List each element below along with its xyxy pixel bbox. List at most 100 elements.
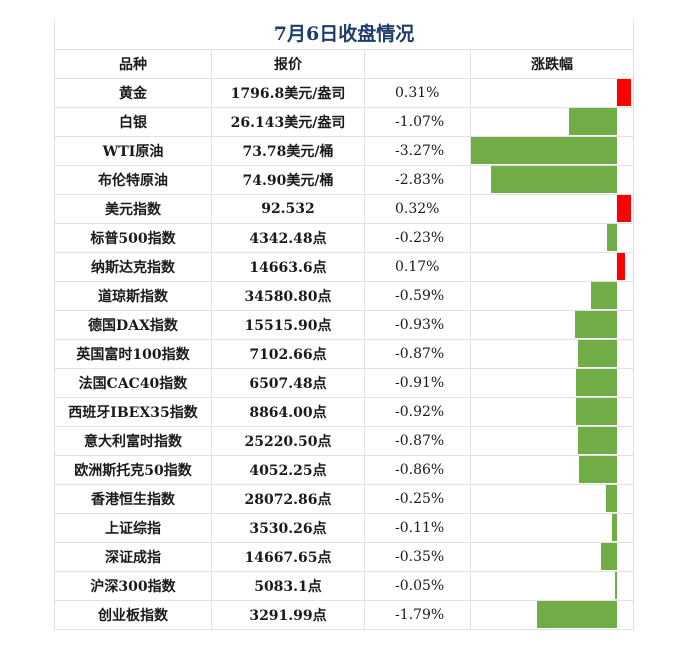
change-bar — [578, 456, 617, 483]
table-row: 沪深300指数 5083.1点 -0.05% — [55, 571, 633, 601]
change-bar — [617, 195, 632, 222]
change-bar-cell — [471, 310, 633, 339]
table-row: 深证成指 14667.65点 -0.35% — [55, 542, 633, 572]
change-label: -0.93% — [365, 310, 471, 339]
change-bar-cell — [471, 78, 633, 107]
table-row: 欧洲斯托克50指数 4052.25点 -0.86% — [55, 455, 633, 485]
instrument-price: 14667.65点 — [212, 542, 365, 571]
change-bar-cell — [471, 513, 633, 542]
change-label: 0.17% — [365, 252, 471, 281]
table-row: 香港恒生指数 28072.86点 -0.25% — [55, 484, 633, 514]
change-bar-cell — [471, 339, 633, 368]
change-bar — [601, 543, 617, 570]
change-label: -0.59% — [365, 281, 471, 310]
instrument-name: 创业板指数 — [55, 600, 212, 629]
change-bar-cell — [471, 455, 633, 484]
change-label: -3.27% — [365, 136, 471, 165]
header-price: 报价 — [212, 49, 365, 78]
table-row: 美元指数 92.532 0.32% — [55, 194, 633, 224]
table-row: 布伦特原油 74.90美元/桶 -2.83% — [55, 165, 633, 195]
change-bar — [614, 572, 617, 599]
change-bar — [537, 601, 617, 628]
table-row: 法国CAC40指数 6507.48点 -0.91% — [55, 368, 633, 398]
instrument-price: 15515.90点 — [212, 310, 365, 339]
instrument-name: WTI原油 — [55, 136, 212, 165]
instrument-price: 4342.48点 — [212, 223, 365, 252]
table-row: 西班牙IBEX35指数 8864.00点 -0.92% — [55, 397, 633, 427]
change-bar-cell — [471, 600, 633, 629]
change-bar — [590, 282, 617, 309]
instrument-name: 布伦特原油 — [55, 165, 212, 194]
table-row: 白银 26.143美元/盎司 -1.07% — [55, 107, 633, 137]
change-bar-cell — [471, 397, 633, 426]
change-bar-cell — [471, 252, 633, 281]
header-name: 品种 — [55, 49, 212, 78]
instrument-name: 纳斯达克指数 — [55, 252, 212, 281]
table-row: 道琼斯指数 34580.80点 -0.59% — [55, 281, 633, 311]
change-label: 0.32% — [365, 194, 471, 223]
change-bar — [490, 166, 617, 193]
instrument-price: 26.143美元/盎司 — [212, 107, 365, 136]
change-bar — [605, 485, 617, 512]
change-bar — [617, 79, 631, 106]
market-close-table: 7月6日收盘情况 品种 报价 涨跌幅 黄金 1796.8美元/盎司 0.31% 白银 2… — [54, 20, 634, 630]
header-row: 品种 报价 涨跌幅 — [55, 49, 633, 79]
change-bar — [576, 369, 617, 396]
instrument-name: 深证成指 — [55, 542, 212, 571]
instrument-price: 1796.8美元/盎司 — [212, 78, 365, 107]
change-bar-cell — [471, 165, 633, 194]
table-row: 英国富时100指数 7102.66点 -0.87% — [55, 339, 633, 369]
table-row: 纳斯达克指数 14663.6点 0.17% — [55, 252, 633, 282]
instrument-price: 92.532 — [212, 194, 365, 223]
change-bar — [569, 108, 617, 135]
table-title: 7月6日收盘情况 — [55, 20, 633, 50]
table-row: 意大利富时指数 25220.50点 -0.87% — [55, 426, 633, 456]
change-bar — [578, 340, 617, 367]
header-change-bar: 涨跌幅 — [531, 56, 573, 73]
change-bar-cell — [471, 426, 633, 455]
table-row: 创业板指数 3291.99点 -1.79% — [55, 600, 633, 630]
instrument-price: 25220.50点 — [212, 426, 365, 455]
instrument-name: 法国CAC40指数 — [55, 368, 212, 397]
change-bar-cell — [471, 107, 633, 136]
change-bar-cell — [471, 136, 633, 165]
instrument-name: 美元指数 — [55, 194, 212, 223]
instrument-name: 黄金 — [55, 78, 212, 107]
instrument-price: 34580.80点 — [212, 281, 365, 310]
instrument-name: 白银 — [55, 107, 212, 136]
change-label: -0.23% — [365, 223, 471, 252]
instrument-name: 沪深300指数 — [55, 571, 212, 600]
instrument-name: 欧洲斯托克50指数 — [55, 455, 212, 484]
header-change — [365, 49, 471, 78]
change-label: -0.87% — [365, 339, 471, 368]
change-label: -0.87% — [365, 426, 471, 455]
instrument-name: 标普500指数 — [55, 223, 212, 252]
table-row: 黄金 1796.8美元/盎司 0.31% — [55, 78, 633, 108]
instrument-price: 8864.00点 — [212, 397, 365, 426]
instrument-name: 英国富时100指数 — [55, 339, 212, 368]
instrument-name: 道琼斯指数 — [55, 281, 212, 310]
instrument-price: 4052.25点 — [212, 455, 365, 484]
change-bar-cell — [471, 223, 633, 252]
table-row: 上证综指 3530.26点 -0.11% — [55, 513, 633, 543]
change-label: -2.83% — [365, 165, 471, 194]
instrument-price: 7102.66点 — [212, 339, 365, 368]
change-bar — [617, 253, 625, 280]
change-bar-cell — [471, 571, 633, 600]
instrument-price: 28072.86点 — [212, 484, 365, 513]
change-label: -0.35% — [365, 542, 471, 571]
change-label: -1.79% — [365, 600, 471, 629]
change-label: -0.05% — [365, 571, 471, 600]
change-bar-cell — [471, 368, 633, 397]
change-bar-cell — [471, 281, 633, 310]
instrument-price: 5083.1点 — [212, 571, 365, 600]
instrument-price: 3530.26点 — [212, 513, 365, 542]
table-row: 德国DAX指数 15515.90点 -0.93% — [55, 310, 633, 340]
instrument-name: 上证综指 — [55, 513, 212, 542]
instrument-price: 14663.6点 — [212, 252, 365, 281]
instrument-price: 74.90美元/桶 — [212, 165, 365, 194]
change-bar — [575, 398, 617, 425]
table-row: WTI原油 73.78美元/桶 -3.27% — [55, 136, 633, 166]
instrument-price: 6507.48点 — [212, 368, 365, 397]
change-bar — [612, 514, 617, 541]
